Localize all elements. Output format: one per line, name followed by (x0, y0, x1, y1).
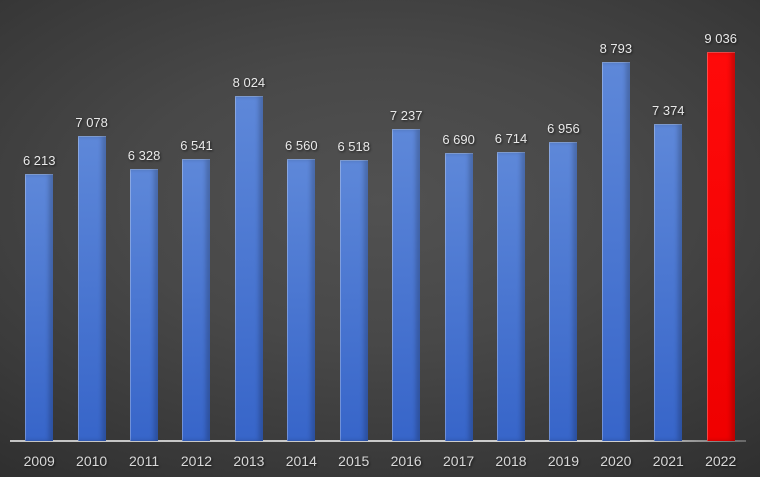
bar-2011 (130, 169, 159, 441)
value-label: 6 328 (127, 148, 161, 163)
bar-column-2021: 7 374 2021 (642, 0, 694, 469)
bar-2014 (287, 159, 316, 441)
x-axis-line (10, 440, 746, 442)
value-label: 6 518 (337, 139, 371, 154)
bar-column-2015: 6 518 2015 (328, 0, 380, 469)
bar-column-2016: 7 237 2016 (380, 0, 432, 469)
bar-2013 (234, 96, 263, 441)
bar-2019 (549, 142, 578, 441)
bar-2017 (444, 153, 473, 441)
value-label: 6 541 (180, 138, 213, 153)
bar-2016 (392, 129, 421, 441)
bar-column-2011: 6 328 2011 (118, 0, 170, 469)
bar-highlighted-2022 (706, 52, 735, 441)
bar-2020 (601, 62, 630, 441)
plot-area: 6 213 2009 7 078 2010 6 328 2011 6 541 2012 8 02… (13, 0, 747, 469)
x-axis-tick-label: 2014 (285, 453, 317, 469)
x-axis-tick-label: 2009 (23, 453, 55, 469)
bar-2009 (25, 174, 54, 441)
bar-2021 (654, 124, 683, 441)
value-label: 7 237 (389, 108, 423, 123)
bar-2015 (339, 160, 368, 441)
value-label: 6 714 (494, 131, 528, 146)
x-axis-tick-label: 2019 (547, 453, 579, 469)
x-axis-tick-label: 2010 (76, 453, 108, 469)
x-axis-tick-label: 2020 (600, 453, 632, 469)
value-label: 6 956 (547, 121, 580, 136)
x-axis-tick-label: 2013 (233, 453, 265, 469)
x-axis-tick-label: 2012 (180, 453, 213, 469)
x-axis-tick-label: 2016 (390, 453, 422, 469)
x-axis-tick-label: 2018 (495, 453, 527, 469)
x-axis-tick-label: 2017 (443, 453, 475, 469)
value-label: 7 374 (652, 103, 685, 118)
bar-column-2012: 6 541 2012 (170, 0, 222, 469)
bar-column-2010: 7 078 2010 (65, 0, 117, 469)
x-axis-tick-label: 2011 (129, 453, 160, 469)
bar-column-2022: 9 036 2022 (694, 0, 746, 469)
bar-2010 (77, 136, 106, 441)
bar-column-2020: 8 793 2020 (590, 0, 642, 469)
value-label: 8 024 (232, 75, 266, 90)
bar-column-2014: 6 560 2014 (275, 0, 327, 469)
x-axis-tick-label: 2022 (705, 453, 737, 469)
bar-column-2019: 6 956 2019 (537, 0, 589, 469)
bar-column-2013: 8 024 2013 (223, 0, 275, 469)
bar-2018 (497, 152, 525, 441)
value-label: 6 560 (285, 138, 318, 153)
bar-column-2018: 6 714 2018 (485, 0, 537, 469)
bar-column-2009: 6 213 2009 (13, 0, 65, 469)
value-label: 6 690 (442, 132, 475, 147)
value-label: 6 213 (22, 153, 56, 168)
value-label: 7 078 (75, 115, 108, 130)
value-label: 8 793 (599, 41, 633, 56)
value-label: 9 036 (704, 31, 737, 46)
x-axis-tick-label: 2015 (338, 453, 370, 469)
bar-column-2017: 6 690 2017 (432, 0, 484, 469)
bar-2012 (182, 159, 211, 441)
x-axis-tick-label: 2021 (652, 453, 684, 469)
